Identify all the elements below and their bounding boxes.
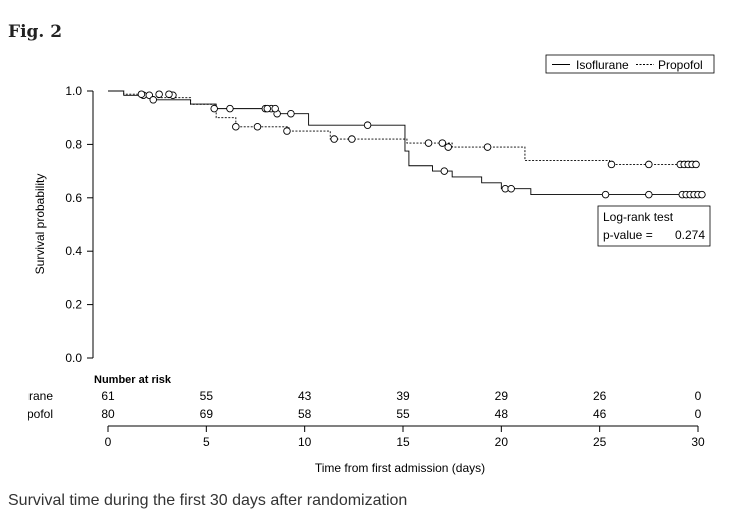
risk-count: 46 — [593, 407, 607, 421]
plot-panel: 0.0 0.2 0.4 0.6 0.8 1.0 0 5 10 15 20 25 30 Isofluran… — [28, 54, 716, 476]
x-axis-label: Time from first admission (days) — [315, 461, 485, 475]
x-tick-label: 30 — [691, 435, 705, 449]
censor-marks-group — [137, 90, 706, 199]
y-tick-label: 1.0 — [65, 84, 82, 98]
censor-mark-propofol — [483, 143, 492, 151]
x-tick-label: 10 — [298, 435, 312, 449]
x-tick-label: 15 — [396, 435, 410, 449]
censor-mark-isoflurane — [363, 121, 372, 129]
x-tick-label: 20 — [495, 435, 509, 449]
censor-mark-propofol — [253, 123, 262, 131]
censor-mark-propofol — [263, 104, 272, 113]
risk-count: 48 — [495, 407, 509, 421]
censor-mark-propofol — [438, 139, 447, 147]
censor-mark-propofol — [137, 90, 146, 98]
censor-mark-propofol — [424, 139, 433, 147]
risk-table: Isoflurane 61 55 43 39 29 26 0 Propofol 80 69 58 55 4… — [28, 389, 702, 421]
curve-propofol — [108, 90, 698, 165]
risk-count: 55 — [396, 407, 410, 421]
y-tick-label: 0.6 — [65, 191, 82, 205]
legend-propofol-label: Propofol — [658, 58, 703, 72]
risk-count: 0 — [695, 389, 702, 403]
risk-count: 55 — [200, 389, 214, 403]
censor-mark-propofol — [155, 90, 163, 98]
legend-box — [545, 54, 715, 74]
annotation-title: Log-rank test — [603, 210, 674, 224]
censor-mark-propofol — [210, 104, 218, 113]
censor-mark-isoflurane — [149, 96, 157, 104]
censor-mark-propofol — [283, 127, 291, 135]
censor-mark-propofol — [444, 143, 452, 151]
y-tick-label: 0.2 — [65, 298, 82, 312]
risk-count: 29 — [495, 389, 509, 403]
risk-count: 61 — [101, 389, 115, 403]
figure-caption: Survival time during the first 30 days a… — [8, 492, 408, 509]
x-tick-label: 25 — [593, 435, 607, 449]
censor-mark-isoflurane — [440, 167, 449, 175]
y-tick-label: 0.0 — [65, 351, 82, 365]
censor-mark-propofol — [232, 123, 240, 131]
risk-count: 0 — [695, 407, 702, 421]
annotation-box — [597, 205, 711, 247]
risk-row-label: Propofol — [28, 407, 53, 421]
risk-count: 43 — [298, 389, 312, 403]
censor-mark-propofol — [692, 160, 700, 169]
censor-mark-isoflurane — [507, 184, 515, 193]
risk-count: 39 — [396, 389, 410, 403]
censor-mark-propofol — [287, 109, 295, 118]
censor-mark-propofol — [348, 135, 356, 143]
risk-row-label: Isoflurane — [28, 389, 53, 403]
curve-isoflurane — [108, 90, 698, 196]
annotation-pvalue: 0.274 — [675, 228, 705, 242]
risk-count: 26 — [593, 389, 607, 403]
legend: Isoflurane Propofol — [545, 54, 715, 74]
risk-count: 69 — [200, 407, 214, 421]
axes-group: 0.0 0.2 0.4 0.6 0.8 1.0 0 5 10 15 20 25 30 — [65, 84, 705, 449]
risk-count: 58 — [298, 407, 312, 421]
risk-table-title: Number at risk — [94, 374, 172, 386]
x-tick-label: 0 — [105, 435, 112, 449]
y-tick-label: 0.4 — [65, 244, 82, 258]
censor-mark-isoflurane — [698, 190, 706, 199]
legend-isoflurane-label: Isoflurane — [576, 58, 629, 72]
censor-mark-propofol — [165, 90, 173, 98]
censor-mark-propofol — [271, 104, 279, 113]
censor-mark-isoflurane — [601, 190, 610, 199]
logrank-annotation: Log-rank test p-value = 0.274 — [597, 205, 711, 247]
figure-label: Fig. 2 — [8, 22, 63, 42]
censor-mark-isoflurane — [645, 190, 653, 199]
censor-mark-propofol — [330, 135, 338, 143]
censor-mark-propofol — [226, 104, 234, 113]
y-tick-label: 0.8 — [65, 137, 82, 151]
x-tick-label: 5 — [203, 435, 210, 449]
censor-mark-propofol — [645, 160, 653, 169]
curves-group — [108, 90, 698, 196]
risk-count: 80 — [101, 407, 115, 421]
km-chart: 0.0 0.2 0.4 0.6 0.8 1.0 0 5 10 15 20 25 30 Isofluran… — [28, 54, 715, 475]
y-axis-label: Survival probability — [33, 174, 47, 275]
censor-mark-propofol — [607, 160, 616, 169]
annotation-pvalue-label: p-value = — [603, 228, 653, 242]
